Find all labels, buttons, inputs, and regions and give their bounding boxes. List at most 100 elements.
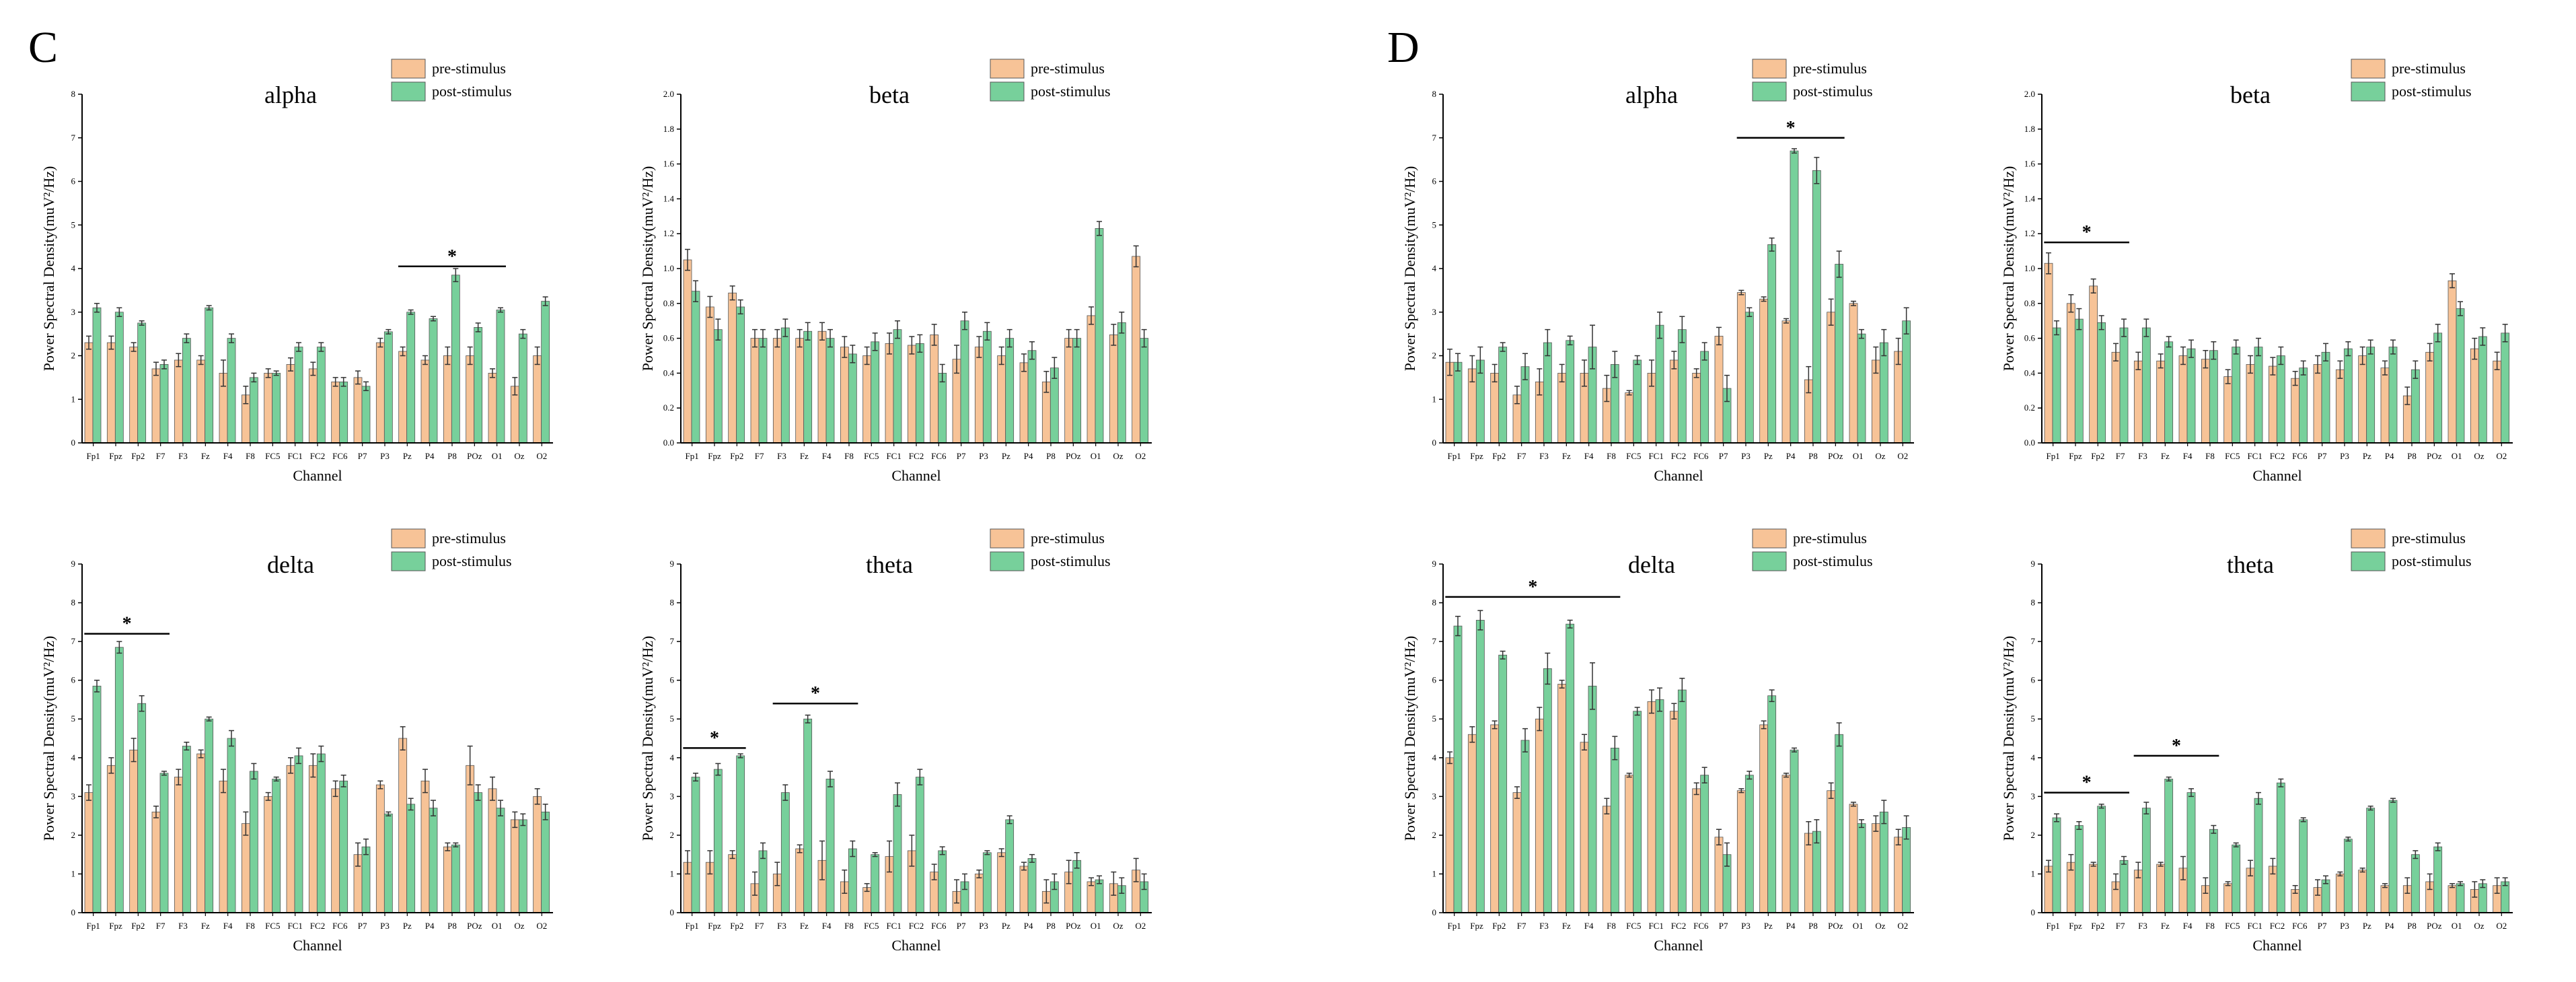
- post-stimulus-bar-Fp1: [2052, 817, 2061, 913]
- post-stimulus-bar-Pz: [2366, 808, 2376, 913]
- post-stimulus-bar-Fp1: [691, 291, 700, 444]
- x-tick-label-FC2: FC2: [310, 921, 325, 931]
- post-stimulus-bar-POz: [474, 327, 483, 444]
- y-tick-label: 8: [1432, 89, 1437, 99]
- x-tick-label-O2: O2: [1897, 451, 1908, 461]
- pre-stimulus-bar-POz: [2425, 351, 2435, 444]
- x-tick-label-Fpz: Fpz: [2069, 451, 2082, 461]
- x-tick-label-O2: O2: [1135, 921, 1146, 931]
- y-tick-label: 4: [1432, 263, 1437, 273]
- pre-stimulus-bar-P4: [1781, 775, 1791, 913]
- pre-stimulus-bar-Pz: [1759, 298, 1769, 444]
- pre-stimulus-bar-FC5: [1625, 775, 1634, 913]
- x-tick-label-FC5: FC5: [265, 451, 280, 461]
- x-tick-label-FC1: FC1: [1648, 921, 1663, 931]
- post-stimulus-bar-O1: [1857, 333, 1866, 444]
- y-tick-label: 4: [71, 752, 76, 763]
- post-stimulus-bar-FC1: [294, 755, 303, 913]
- pre-stimulus-bar-Fpz: [705, 306, 714, 444]
- x-tick-label-Fz: Fz: [2161, 921, 2170, 931]
- x-tick-label-FC2: FC2: [1671, 451, 1686, 461]
- pre-stimulus-bar-P3: [974, 874, 984, 913]
- post-stimulus-bar-FC2: [1677, 689, 1687, 913]
- x-tick-label-FC6: FC6: [332, 451, 348, 461]
- post-stimulus-bar-Fpz: [1475, 620, 1485, 913]
- x-tick-label-P3: P3: [380, 921, 390, 931]
- pre-stimulus-bar-O1: [1087, 881, 1096, 913]
- pre-stimulus-bar-P7: [353, 377, 363, 444]
- pre-stimulus-bar-Fpz: [106, 342, 116, 444]
- pre-stimulus-bar-FC1: [286, 765, 295, 913]
- post-stimulus-bar-O2: [1902, 320, 1911, 444]
- x-tick-label-FC1: FC1: [2247, 921, 2262, 931]
- y-tick-label: 6: [2031, 675, 2036, 685]
- legend-label-post: post-stimulus: [1031, 553, 1111, 569]
- post-stimulus-bar-P3: [1744, 775, 1754, 913]
- y-tick-label: 9: [71, 559, 76, 569]
- post-stimulus-bar-POz: [2433, 846, 2443, 913]
- post-stimulus-bar-Fpz: [2074, 825, 2084, 913]
- x-tick-label-O1: O1: [1853, 921, 1864, 931]
- x-tick-label-F8: F8: [844, 921, 854, 931]
- pre-stimulus-bar-O2: [533, 796, 542, 913]
- pre-stimulus-bar-FC5: [2223, 883, 2233, 913]
- pre-stimulus-bar-FC2: [2268, 365, 2277, 444]
- x-tick-label-FC6: FC6: [931, 921, 947, 931]
- pre-stimulus-bar-Pz: [2358, 870, 2367, 913]
- post-stimulus-bar-P3: [982, 330, 992, 444]
- post-stimulus-bar-FC6: [1700, 775, 1709, 913]
- pre-stimulus-bar-O2: [1894, 837, 1903, 913]
- x-tick-label-Fp2: Fp2: [131, 921, 145, 931]
- x-tick-label-FC6: FC6: [931, 451, 947, 461]
- pre-stimulus-bar-O1: [488, 373, 497, 444]
- legend-swatch-post: [2351, 551, 2386, 571]
- x-tick-label-P8: P8: [2407, 921, 2417, 931]
- pre-stimulus-bar-FC1: [2246, 364, 2255, 444]
- post-stimulus-bar-P8: [2411, 854, 2420, 913]
- chart-d-delta: delta 0 1 2 3 4 5 6 7 8 9 Fp1 Fpz Fp2 F7 F3 Fz F4 F8 FC5 FC1…: [1401, 528, 1914, 954]
- pre-stimulus-bar-P7: [1714, 335, 1724, 444]
- x-tick-label-Fpz: Fpz: [2069, 921, 2082, 931]
- legend-label-post: post-stimulus: [1793, 553, 1873, 569]
- x-tick-label-P4: P4: [1024, 921, 1033, 931]
- post-stimulus-bar-F7: [2119, 327, 2129, 444]
- x-tick-label-FC6: FC6: [2292, 921, 2308, 931]
- pre-stimulus-bar-P4: [1019, 362, 1029, 444]
- y-axis-label: Power Spectral Density(muV²/Hz): [639, 166, 656, 372]
- x-tick-label-FC2: FC2: [310, 451, 325, 461]
- post-stimulus-bar-P8: [1050, 367, 1059, 444]
- post-stimulus-bar-F4: [2186, 348, 2196, 444]
- legend-label-pre: pre-stimulus: [432, 530, 506, 547]
- legend-swatch-post: [2351, 81, 2386, 102]
- pre-stimulus-bar-P8: [443, 846, 452, 913]
- panel-label-d: D: [1387, 23, 1420, 72]
- post-stimulus-bar-Pz: [1767, 244, 1777, 444]
- post-stimulus-bar-FC5: [871, 854, 880, 913]
- post-stimulus-bar-Oz: [518, 333, 527, 444]
- post-stimulus-bar-P4: [429, 808, 438, 913]
- x-tick-label-F7: F7: [2116, 451, 2125, 461]
- pre-stimulus-bar-Fz: [2156, 360, 2166, 444]
- post-stimulus-bar-F4: [2186, 792, 2196, 913]
- x-tick-label-Fp1: Fp1: [1448, 921, 1461, 931]
- y-tick-label: 1: [71, 868, 76, 878]
- y-tick-label: 6: [71, 675, 76, 685]
- post-stimulus-bar-F3: [1543, 342, 1552, 444]
- y-tick-label: 4: [2031, 752, 2036, 763]
- pre-stimulus-bar-P3: [1736, 790, 1746, 913]
- x-axis-label: Channel: [891, 937, 941, 954]
- post-stimulus-bar-F3: [182, 746, 191, 913]
- y-tick-label: 0.4: [2024, 367, 2036, 378]
- significance-star: *: [2082, 773, 2092, 794]
- post-stimulus-bar-FC1: [2254, 347, 2263, 444]
- x-tick-label-FC6: FC6: [1693, 921, 1709, 931]
- post-stimulus-bar-Fp2: [736, 306, 745, 444]
- pre-stimulus-bar-Fp1: [84, 342, 94, 444]
- x-tick-label-Oz: Oz: [2474, 921, 2484, 931]
- post-stimulus-bar-O2: [1140, 338, 1149, 444]
- post-stimulus-bar-FC1: [1655, 324, 1664, 444]
- legend-swatch-pre: [391, 528, 426, 549]
- post-stimulus-bar-Oz: [1879, 342, 1888, 444]
- post-stimulus-bar-F3: [2141, 327, 2151, 444]
